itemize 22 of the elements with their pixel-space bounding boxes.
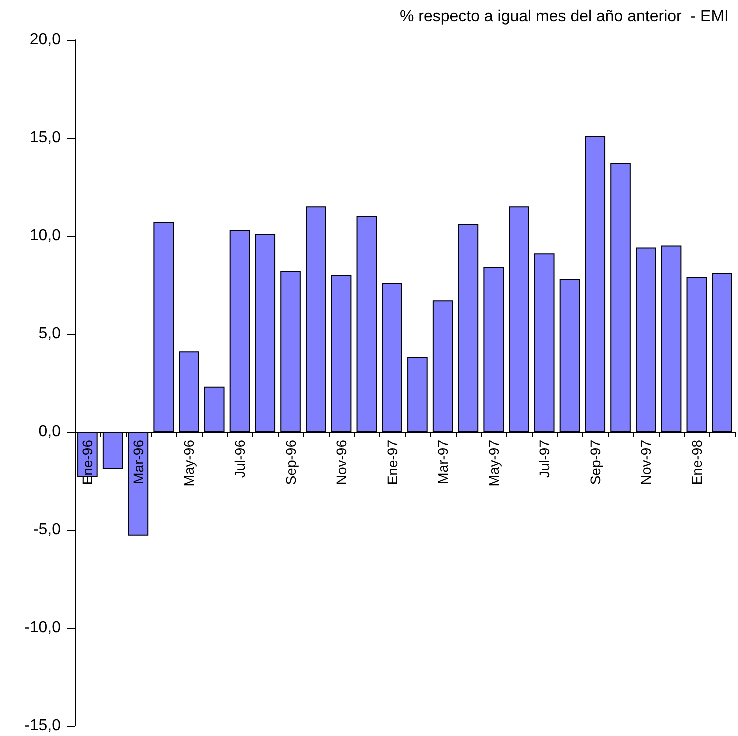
x-tick-label: Mar-97	[435, 440, 452, 484]
x-tick-label: Mar-96	[130, 440, 146, 484]
x-tick-label: Ene-97	[384, 440, 400, 486]
x-tick-label: Ene-96	[80, 440, 96, 486]
x-tick-label: Sep-96	[282, 440, 299, 486]
y-tick-label: 5,0	[38, 326, 62, 342]
y-tick-label: 0,0	[38, 424, 62, 440]
x-tick-label: Ene-98	[688, 440, 705, 486]
x-tick-label: Jul-97	[536, 440, 553, 478]
y-tick-label: 20,0	[30, 32, 62, 48]
x-tick-label: Jul-96	[232, 440, 248, 478]
y-tick-label: 10,0	[30, 228, 62, 244]
x-tick-label: Sep-97	[587, 440, 604, 486]
y-tick-label: 15,0	[30, 130, 62, 146]
x-tick-label: Nov-97	[638, 440, 654, 486]
y-tick-label: -10,0	[24, 620, 62, 636]
x-tick-label: May-97	[486, 440, 502, 487]
x-tick-label: May-96	[181, 440, 198, 487]
x-tick-label: Nov-96	[334, 440, 350, 486]
y-tick-label: -15,0	[24, 718, 62, 734]
chart-title: % respecto a igual mes del año anterior - EMI	[400, 8, 729, 26]
y-tick-label: -5,0	[33, 522, 62, 538]
